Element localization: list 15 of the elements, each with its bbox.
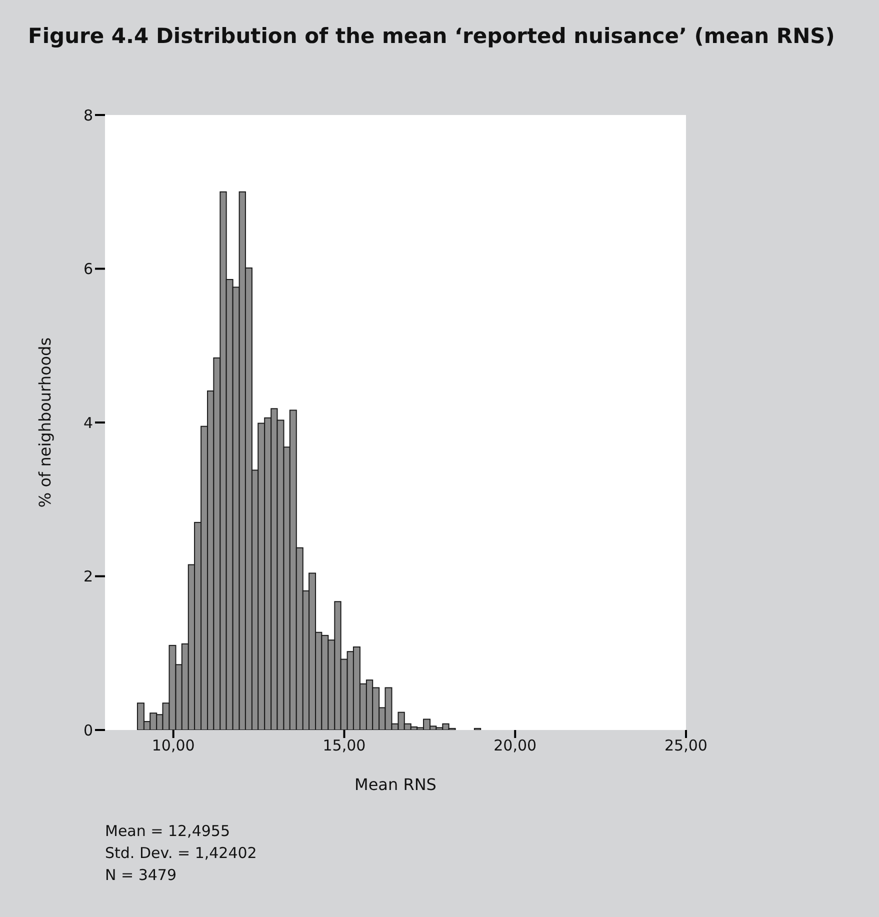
x-tick-label: 15,00	[322, 736, 366, 755]
y-tick-label: 2	[83, 568, 93, 586]
x-tick-label: 25,00	[664, 736, 708, 755]
text: N = 3479	[105, 865, 178, 886]
x-tick-label: 10,00	[152, 736, 195, 755]
y-tick-label: 6	[83, 260, 93, 278]
text: Std. Dev. = 1,42402	[105, 843, 257, 864]
y-tick-label: 0	[83, 721, 93, 740]
chart-title: Figure 4.4 Distribution of the mean ‘reported nuisance’ (mean RNS)	[28, 24, 835, 48]
y-tick-label: 4	[83, 414, 93, 432]
x-tick-label: 20,00	[494, 736, 537, 755]
y-tick-label: 8	[83, 106, 93, 124]
y-axis-title: % of neighbourhoods	[36, 337, 55, 508]
x-axis-title: Mean RNS	[354, 775, 436, 794]
text: Mean = 12,4955	[105, 821, 232, 842]
